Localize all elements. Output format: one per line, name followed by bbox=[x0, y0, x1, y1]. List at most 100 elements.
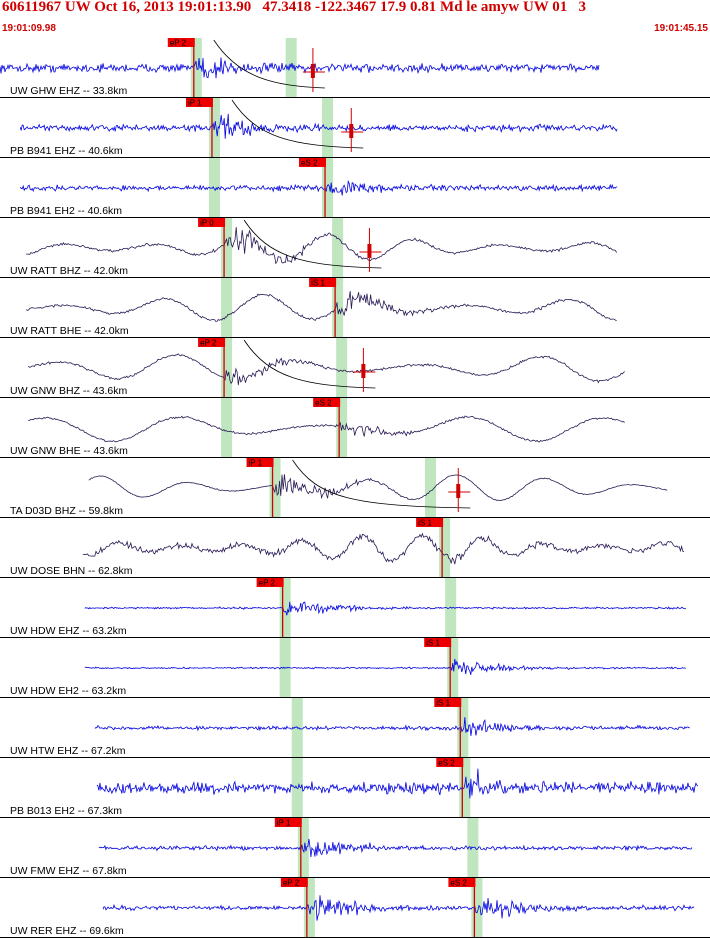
pick-window-band bbox=[208, 158, 220, 217]
waveform-trace bbox=[25, 291, 617, 322]
station-label: UW GHW EHZ -- 33.8km bbox=[10, 85, 128, 97]
station-label: UW HDW EHZ -- 63.2km bbox=[10, 625, 127, 637]
plot-header: 60611967 UW Oct 16, 2013 19:01:13.90 47.… bbox=[0, 0, 710, 38]
station-label: TA D03D BHZ -- 59.8km bbox=[10, 505, 123, 517]
phase-pick-flag bbox=[280, 878, 308, 887]
amplitude-marker-box bbox=[361, 364, 366, 378]
phase-pick-flag bbox=[424, 638, 452, 647]
waveform-trace bbox=[98, 838, 693, 858]
coda-duration-curve bbox=[213, 39, 325, 89]
pick-window-band bbox=[459, 758, 471, 817]
trace-row: eS 2 PB B941 EH2 -- 40.6km bbox=[0, 158, 710, 218]
phase-pick-label: eP 2 bbox=[200, 339, 217, 348]
pick-window-band bbox=[332, 218, 344, 277]
station-label: UW GNW BHZ -- 43.6km bbox=[10, 385, 128, 397]
station-label: PB B941 EHZ -- 40.6km bbox=[10, 145, 123, 157]
coda-duration-curve bbox=[243, 219, 382, 269]
waveform-trace bbox=[28, 353, 625, 386]
station-label: UW FMW EHZ -- 67.8km bbox=[10, 865, 127, 877]
coda-duration-curve bbox=[292, 459, 471, 509]
pick-window-band bbox=[336, 338, 348, 397]
phase-pick-flag bbox=[309, 278, 337, 287]
phase-pick-flag bbox=[416, 518, 444, 527]
waveform-trace bbox=[94, 717, 690, 736]
phase-pick-flag bbox=[246, 458, 274, 467]
time-end-label: 19:01:45.15 bbox=[654, 23, 708, 34]
trace-row: eP 2 UW GHW EHZ -- 33.8km bbox=[0, 38, 710, 98]
trace-row: iS 1 UW HDW EH2 -- 63.2km bbox=[0, 638, 710, 698]
pick-window-band bbox=[221, 218, 233, 277]
waveform-trace bbox=[96, 768, 699, 799]
trace-row: iS 1 UW HTW EHZ -- 67.2km bbox=[0, 698, 710, 758]
waveform-trace bbox=[84, 601, 687, 616]
trace-row: eS 2 PB B013 EH2 -- 67.3km bbox=[0, 758, 710, 818]
pick-window-band bbox=[291, 758, 303, 817]
trace-row: eP 2 eS 2 UW RER EHZ -- 69.6km bbox=[0, 878, 710, 938]
time-start-label: 19:01:09.98 bbox=[2, 23, 56, 34]
pick-window-band bbox=[221, 278, 233, 337]
phase-pick-label: iP 0 bbox=[200, 219, 214, 228]
station-label: UW RER EHZ -- 69.6km bbox=[10, 925, 124, 937]
phase-pick-label: eS 2 bbox=[315, 399, 332, 408]
phase-pick-label: eS 2 bbox=[438, 759, 455, 768]
phase-pick-label: iS 1 bbox=[418, 519, 432, 528]
station-label: PB B013 EH2 -- 67.3km bbox=[10, 805, 122, 817]
station-label: UW GNW BHE -- 43.6km bbox=[10, 445, 128, 457]
waveform-trace bbox=[19, 179, 618, 196]
amplitude-marker-box bbox=[367, 244, 372, 258]
pick-window-band bbox=[279, 638, 291, 697]
pick-window-band bbox=[221, 398, 233, 457]
phase-pick-flag bbox=[198, 338, 226, 347]
pick-window-band bbox=[336, 398, 348, 457]
trace-row: iP 1 TA D03D BHZ -- 59.8km bbox=[0, 458, 710, 518]
phase-pick-flag bbox=[185, 98, 213, 107]
phase-pick-flag bbox=[299, 158, 327, 167]
trace-row: eS 2 UW GNW BHE -- 43.6km bbox=[0, 398, 710, 458]
trace-row: iP 1 PB B941 EHZ -- 40.6km bbox=[0, 98, 710, 158]
amplitude-marker-box bbox=[310, 64, 315, 78]
phase-pick-label: eS 2 bbox=[301, 159, 318, 168]
pick-window-band bbox=[322, 158, 334, 217]
phase-pick-label: eP 2 bbox=[283, 879, 300, 888]
pick-window-band bbox=[269, 458, 281, 517]
pick-window-band bbox=[457, 698, 469, 757]
waveform-trace bbox=[0, 57, 600, 79]
phase-pick-label: iP 1 bbox=[277, 819, 291, 828]
waveform-trace bbox=[28, 415, 625, 443]
pick-window-band bbox=[297, 818, 309, 877]
pick-window-band bbox=[447, 638, 459, 697]
waveform-trace bbox=[84, 658, 686, 675]
phase-pick-flag bbox=[198, 218, 226, 227]
seismogram-panel[interactable]: eP 2 UW GHW EHZ -- 33.8km iP 1 PB B941 EHZ … bbox=[0, 38, 710, 938]
trace-row: iP 0 UW RATT BHZ -- 42.0km bbox=[0, 218, 710, 278]
phase-pick-label: eP 2 bbox=[259, 579, 276, 588]
phase-pick-flag bbox=[434, 698, 462, 707]
waveform-trace bbox=[88, 474, 668, 502]
trace-row: eP 2 UW GNW BHZ -- 43.6km bbox=[0, 338, 710, 398]
pick-window-band bbox=[221, 338, 233, 397]
trace-row: eP 2 UW HDW EHZ -- 63.2km bbox=[0, 578, 710, 638]
pick-window-band bbox=[424, 458, 436, 517]
phase-pick-flag bbox=[448, 878, 476, 887]
pick-window-band bbox=[190, 38, 202, 97]
phase-pick-flag bbox=[436, 758, 464, 767]
phase-pick-label: iS 1 bbox=[436, 699, 450, 708]
trace-row: iS 1 UW RATT BHE -- 42.0km bbox=[0, 278, 710, 338]
pick-window-band bbox=[471, 878, 483, 937]
phase-pick-flag bbox=[167, 38, 195, 47]
amplitude-marker-box bbox=[349, 124, 354, 138]
waveform-trace bbox=[82, 532, 685, 565]
amplitude-marker-box bbox=[456, 484, 461, 498]
phase-pick-flag bbox=[313, 398, 341, 407]
coda-duration-curve bbox=[231, 99, 364, 149]
phase-pick-label: eS 2 bbox=[450, 879, 467, 888]
phase-pick-label: iS 1 bbox=[426, 639, 440, 648]
station-label: UW HTW EHZ -- 67.2km bbox=[10, 745, 126, 757]
trace-row: iP 1 UW FMW EHZ -- 67.8km bbox=[0, 818, 710, 878]
phase-pick-flag bbox=[274, 818, 302, 827]
station-label: UW RATT BHE -- 42.0km bbox=[10, 325, 129, 337]
event-title: 60611967 UW Oct 16, 2013 19:01:13.90 47.… bbox=[2, 0, 587, 15]
pick-window-band bbox=[279, 578, 291, 637]
station-label: PB B941 EH2 -- 40.6km bbox=[10, 205, 122, 217]
phase-pick-label: iS 1 bbox=[311, 279, 325, 288]
